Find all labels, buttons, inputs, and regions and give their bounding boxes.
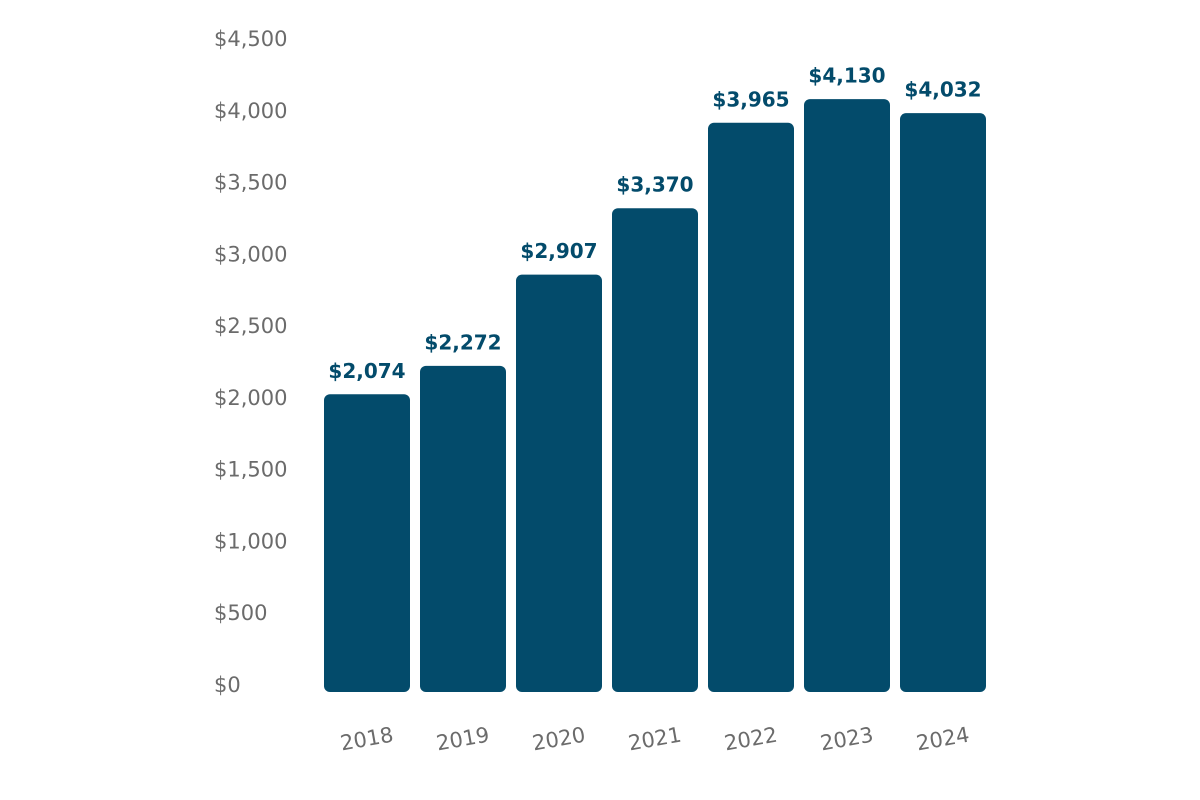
bar	[324, 394, 410, 692]
y-tick-label: $4,500	[214, 27, 287, 51]
x-tick-label: 2023	[818, 723, 875, 756]
bar	[420, 365, 506, 692]
y-tick-label: $0	[214, 673, 241, 697]
y-tick-label: $3,000	[214, 242, 287, 266]
y-tick-label: $3,500	[214, 171, 287, 195]
y-tick-label: $2,000	[214, 386, 287, 410]
bar	[804, 99, 890, 693]
y-tick-label: $2,500	[214, 314, 287, 338]
x-tick-label: 2018	[338, 723, 395, 756]
x-tick-label: 2024	[914, 723, 971, 756]
bar	[900, 113, 986, 692]
y-tick-label: $500	[214, 601, 267, 625]
y-tick-label: $1,000	[214, 529, 287, 553]
value-label: $3,370	[616, 173, 693, 197]
x-tick-label: 2021	[626, 723, 683, 756]
bar	[708, 122, 794, 692]
x-tick-label: 2020	[530, 723, 587, 756]
value-label: $2,907	[520, 239, 597, 263]
value-label: $3,965	[712, 87, 789, 111]
x-tick-label: 2019	[434, 723, 491, 756]
bar	[516, 274, 602, 692]
value-label: $4,130	[808, 64, 885, 88]
y-tick-label: $4,000	[214, 99, 287, 123]
y-tick-label: $1,500	[214, 458, 287, 482]
bar	[612, 208, 698, 692]
value-label: $2,074	[328, 359, 405, 383]
x-tick-label: 2022	[722, 723, 779, 756]
value-label: $2,272	[424, 330, 501, 354]
value-label: $4,032	[904, 78, 981, 102]
